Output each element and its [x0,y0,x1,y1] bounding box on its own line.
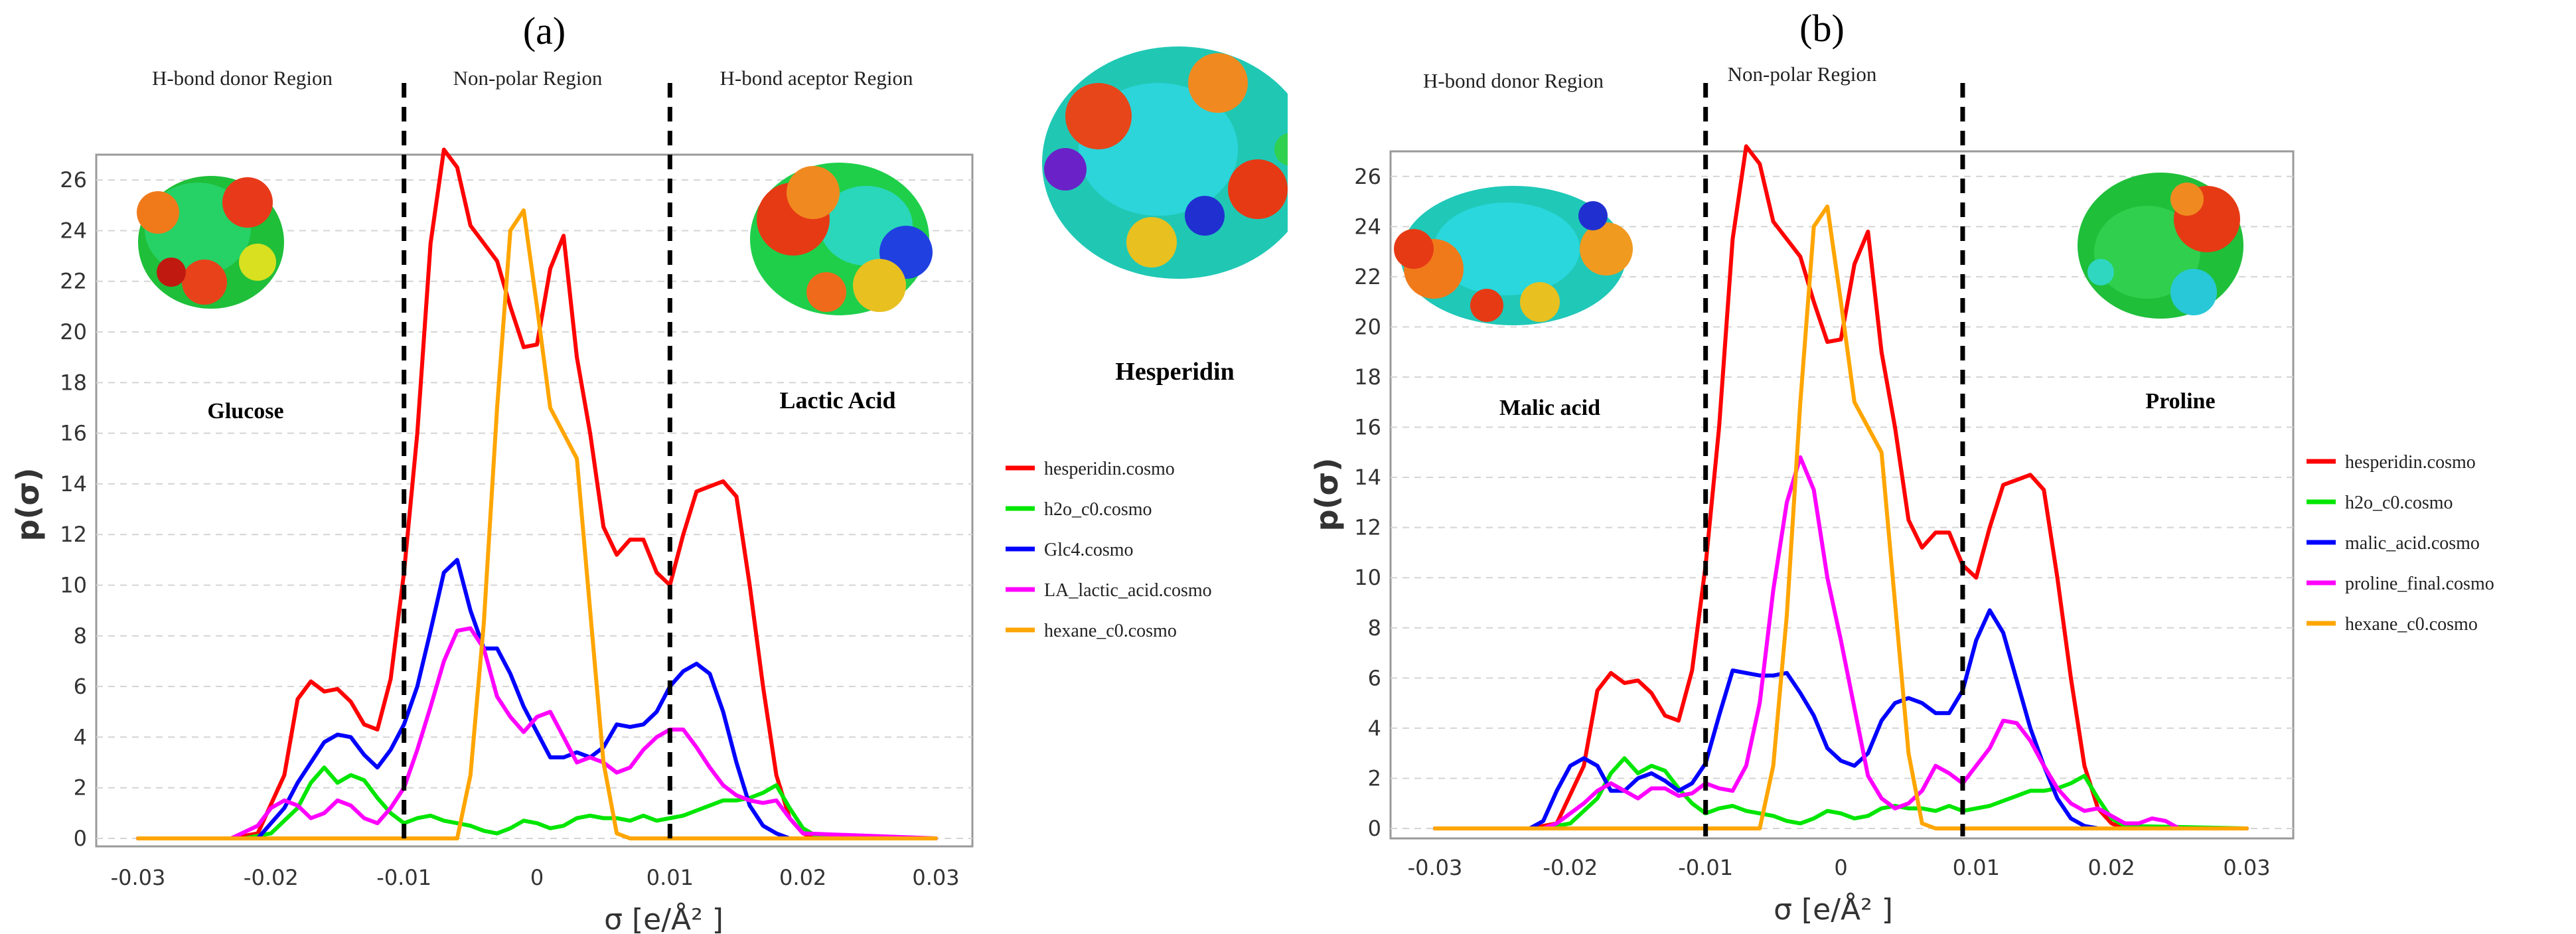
legend-label: h2o_c0.cosmo [2345,493,2453,513]
y-tick-label: 12 [1354,515,1381,540]
series-line-malic-acid-cosmo [1433,608,2249,830]
series-line-hesperidin-cosmo [136,147,938,840]
y-tick-label: 10 [1354,565,1381,590]
y-tick-label: 10 [60,573,87,598]
legend: hesperidin.cosmo h2o_c0.cosmo Glc4.cosmo LA… [1006,459,1212,641]
panel-label: (a) [523,9,566,52]
y-tick-label: 4 [74,724,87,749]
series-line-hesperidin-cosmo [1433,144,2249,830]
legend-label: hesperidin.cosmo [1044,459,1175,479]
y-axis-label: p(σ) [10,468,46,542]
region-label-nonpolar: Non-polar Region [453,66,603,90]
annotation-lactic-acid: Lactic Acid [780,387,896,414]
x-tick-labels: -0.03 -0.02 -0.01 0 0.01 0.02 0.03 [1408,855,2271,880]
series-line-hexane-c0-cosmo [1433,204,2249,830]
x-tick-label: 0.02 [2088,855,2135,880]
x-tick-label: 0 [1834,855,1847,880]
y-tick-label: 18 [60,370,87,395]
y-tick-label: 22 [1354,264,1381,289]
y-tick-label: 26 [1354,164,1381,189]
y-tick-label: 0 [74,826,87,851]
region-dividers [402,83,672,846]
chart-a-svg: (a) H-bond donor Region Non-polar Region… [10,9,1288,934]
x-axis-label: σ [e/Å² ] [1774,892,1893,927]
proline-molecule-image [2078,173,2243,319]
series-line-h2o-c0-cosmo [136,765,938,840]
x-tick-label: -0.01 [376,865,431,890]
y-tick-label: 16 [60,421,87,446]
legend-label: Glc4.cosmo [1044,540,1134,560]
annotation-hesperidin: Hesperidin [1115,358,1234,386]
x-tick-label: -0.03 [1408,855,1463,880]
chart-panel-a: (a) H-bond donor Region Non-polar Region… [10,9,1288,934]
lactic-acid-molecule-image [750,163,933,315]
y-tick-label: 6 [74,674,87,699]
chart-b-svg: (b) H-bond donor Region Non-polar Region… [1309,7,2494,927]
annotation-proline: Proline [2145,389,2215,414]
y-tick-label: 24 [1354,214,1381,239]
y-tick-label: 20 [60,319,87,345]
y-tick-label: 4 [1368,716,1381,741]
region-label-donor: H-bond donor Region [152,66,333,90]
y-tick-label: 26 [60,167,87,193]
panel-label: (b) [1799,7,1845,50]
x-tick-label: 0.01 [646,865,694,890]
x-tick-label: 0.01 [1953,855,2000,880]
series-group [136,147,938,840]
legend: hesperidin.cosmo h2o_c0.cosmo malic_acid.c… [2307,452,2494,635]
annotation-malic-acid: Malic acid [1499,396,1600,420]
legend-label: hesperidin.cosmo [2345,452,2476,473]
legend-label: proline_final.cosmo [2345,574,2494,594]
legend-label: hexane_c0.cosmo [2345,614,2478,635]
x-tick-label: 0.03 [912,865,959,890]
x-tick-label: -0.02 [1543,855,1598,880]
series-group [1433,144,2249,830]
series-line-hexane-c0-cosmo [136,208,938,840]
x-tick-label: 0.02 [779,865,826,890]
y-tick-label: 18 [1354,364,1381,390]
chart-panel-b: (b) H-bond donor Region Non-polar Region… [1288,0,2576,934]
y-tick-label: 24 [60,218,87,243]
x-tick-label: -0.01 [1678,855,1733,880]
y-tick-label: 8 [1368,615,1381,641]
malic-acid-molecule-image [1394,186,1633,325]
y-tick-label: 2 [1368,765,1381,791]
legend-label: LA_lactic_acid.cosmo [1044,580,1212,601]
region-label-nonpolar: Non-polar Region [1728,62,1877,86]
x-tick-label: 0.03 [2223,855,2270,880]
y-tick-label: 0 [1368,816,1381,841]
y-tick-label: 14 [1354,465,1381,490]
legend-label: h2o_c0.cosmo [1044,499,1152,520]
legend-label: malic_acid.cosmo [2345,533,2480,554]
region-dividers [1703,83,1965,836]
x-tick-label: -0.02 [244,865,299,890]
series-line-h2o-c0-cosmo [1433,756,2249,830]
annotation-glucose: Glucose [207,399,283,424]
y-tick-label: 22 [60,269,87,294]
x-tick-label: -0.03 [111,865,166,890]
region-label-acceptor: H-bond aceptor Region [720,66,913,90]
y-tick-label: 12 [60,522,87,547]
y-tick-label: 8 [74,623,87,649]
legend-label: hexane_c0.cosmo [1044,621,1177,641]
glucose-molecule-image [137,176,284,309]
region-label-donor: H-bond donor Region [1423,69,1604,92]
x-tick-label: 0 [530,865,544,890]
hesperidin-molecule-image [1042,46,1288,279]
y-tick-label: 2 [74,775,87,801]
x-tick-labels: -0.03 -0.02 -0.01 0 0.01 0.02 0.03 [111,865,960,890]
y-tick-label: 14 [60,471,87,497]
y-axis-label: p(σ) [1309,458,1345,532]
series-line-la-lactic-acid-cosmo [136,626,938,840]
x-axis-label: σ [e/Å² ] [604,901,723,934]
series-line-proline-final-cosmo [1433,455,2249,830]
y-tick-label: 20 [1354,314,1381,339]
series-line-glc4-cosmo [136,558,938,840]
y-tick-label: 6 [1368,665,1381,690]
y-tick-label: 16 [1354,415,1381,440]
